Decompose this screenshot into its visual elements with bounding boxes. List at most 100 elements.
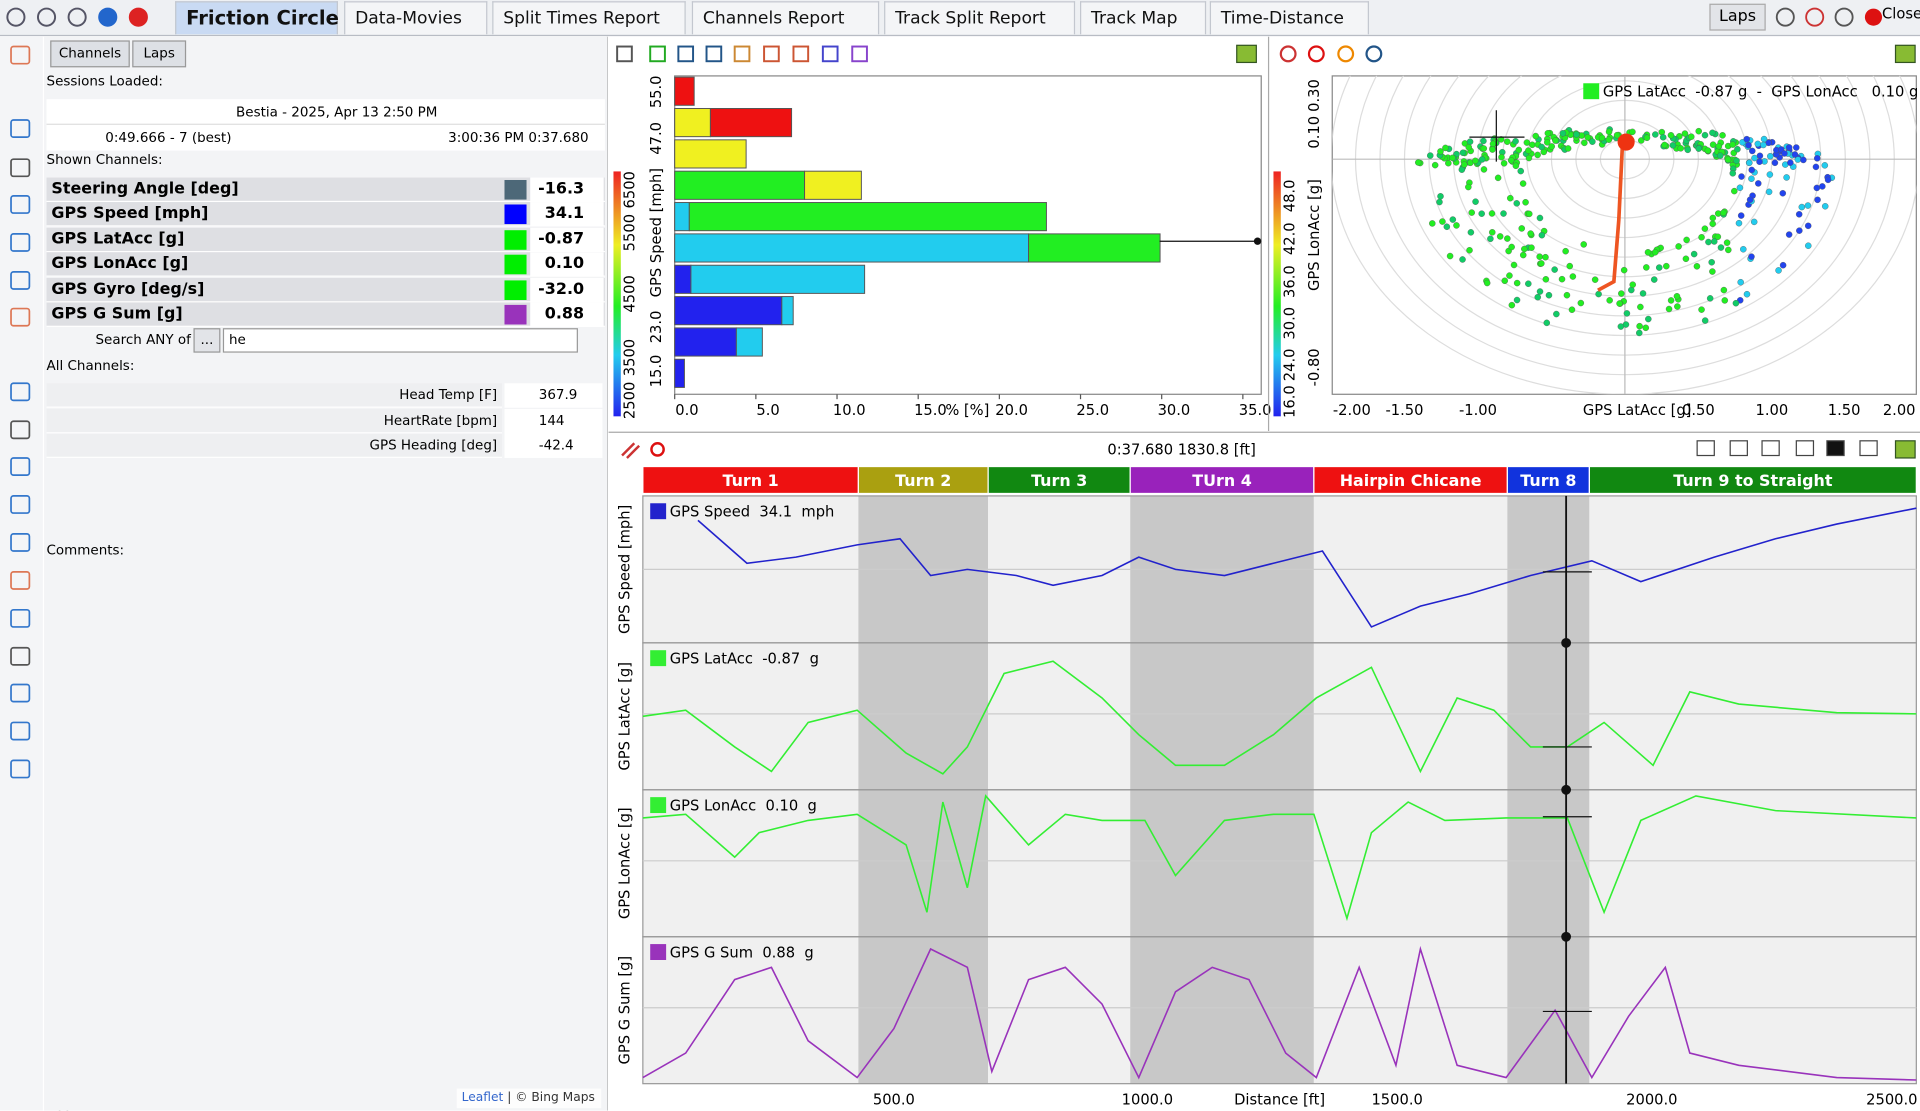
- fc-point: [1775, 267, 1782, 274]
- section-label: Turn 2: [895, 471, 951, 490]
- fc-colorbar: [1273, 171, 1281, 417]
- fc-point: [1459, 256, 1466, 263]
- fc-point: [1459, 149, 1467, 156]
- fc-point: [1538, 260, 1545, 267]
- tab[interactable]: Track Split Report: [884, 1, 1076, 35]
- tab[interactable]: Channels Report: [691, 1, 880, 35]
- x-tick-label: 2.00: [1883, 402, 1916, 419]
- fc-point: [1522, 199, 1529, 206]
- fc-point: [1639, 290, 1647, 297]
- side-icon: [10, 45, 31, 65]
- fc-point: [1715, 143, 1723, 150]
- icon-strip: [0, 36, 43, 1111]
- x-tick-label: 10.0: [833, 402, 866, 419]
- fc-point: [1526, 210, 1533, 218]
- fc-point: [1605, 128, 1613, 136]
- fc-point: [1445, 159, 1452, 167]
- close-button[interactable]: Close: [1882, 4, 1920, 23]
- colorbar-label: 48.0: [1281, 180, 1298, 213]
- fc-point: [1701, 131, 1709, 139]
- tab[interactable]: Split Times Report: [492, 1, 686, 35]
- y-tick-label: 5500: [621, 214, 638, 251]
- fc-tool-icon: [1365, 45, 1383, 63]
- fc-point: [1643, 134, 1651, 142]
- search-input[interactable]: he: [222, 328, 578, 353]
- strip-y-label: GPS G Sum [g]: [616, 956, 633, 1065]
- fc-point: [1729, 170, 1737, 177]
- colorbar-label: 42.0: [1281, 222, 1298, 255]
- fc-point: [1821, 162, 1829, 169]
- fc-point: [1748, 166, 1755, 174]
- fc-point: [1512, 138, 1519, 145]
- fc-point: [1642, 324, 1650, 332]
- panel-button[interactable]: Laps: [132, 40, 187, 68]
- fc-point: [1542, 253, 1549, 261]
- trace-line: [697, 507, 1917, 628]
- fc-point: [1701, 317, 1709, 324]
- fc-point: [1709, 268, 1716, 275]
- fc-point: [1746, 159, 1753, 167]
- strip-legend: GPS LonAcc 0.10 g: [670, 798, 817, 815]
- fc-point: [1824, 176, 1832, 184]
- fc-point: [1814, 196, 1821, 204]
- hist-tool-icon: [792, 45, 810, 63]
- fc-point: [1498, 153, 1505, 161]
- session-row: [46, 99, 605, 125]
- section-band: [857, 465, 989, 495]
- fc-point: [1733, 157, 1740, 165]
- fc-point: [1665, 305, 1673, 313]
- fc-point: [1750, 218, 1758, 226]
- fc-point: [1542, 276, 1550, 283]
- tab[interactable]: Friction Circle: [175, 1, 339, 35]
- side-icon: [10, 382, 31, 402]
- fc-point: [1536, 253, 1543, 260]
- fc-point: [1695, 127, 1702, 135]
- strip-frame: [642, 936, 1917, 1085]
- fc-point: [1443, 223, 1451, 231]
- trace-line: [642, 945, 1917, 1081]
- fc-point: [1787, 159, 1794, 166]
- all-channel-value: 367.9: [504, 383, 603, 408]
- panel-button[interactable]: Channels: [50, 40, 130, 68]
- tab[interactable]: Track Map: [1080, 1, 1207, 35]
- fc-point: [1512, 162, 1520, 170]
- section-label: Turn 3: [1031, 471, 1087, 490]
- fc-point: [1714, 233, 1722, 241]
- toolbar-icon: [1805, 7, 1825, 27]
- fc-point: [1483, 279, 1491, 287]
- side-icon: [10, 307, 31, 327]
- attribution-link[interactable]: Leaflet: [461, 1091, 504, 1105]
- fc-point: [1507, 157, 1515, 164]
- fc-point: [1528, 244, 1535, 251]
- search-more-button[interactable]: ...: [193, 328, 221, 353]
- fc-point: [1667, 297, 1675, 304]
- tab[interactable]: Data-Movies: [344, 1, 488, 35]
- hist-tool-icon: [616, 45, 633, 63]
- fc-point: [1661, 141, 1668, 149]
- fc-point: [1682, 255, 1690, 263]
- fc-point: [1650, 276, 1658, 283]
- hist-tool-icon: [677, 45, 695, 63]
- fc-point: [1543, 139, 1551, 146]
- fc-point: [1717, 152, 1724, 159]
- fc-point: [1645, 315, 1652, 323]
- tab[interactable]: Time-Distance: [1209, 1, 1369, 35]
- fc-point: [1519, 251, 1527, 259]
- fc-point: [1449, 216, 1457, 223]
- section-label: Turn 1: [723, 471, 779, 490]
- fc-point: [1465, 143, 1472, 151]
- fc-point: [1494, 174, 1502, 182]
- fc-point: [1717, 244, 1725, 251]
- fc-point: [1629, 281, 1636, 288]
- y-tick-label: -0.80: [1306, 348, 1323, 386]
- laps-button[interactable]: Laps: [1709, 3, 1766, 31]
- fc-point: [1643, 264, 1650, 271]
- x-tick-label: GPS LatAcc [g]: [1583, 402, 1692, 419]
- channel-value: -0.87: [530, 227, 604, 252]
- y-tick-label: 15.0: [648, 355, 665, 388]
- fc-point: [1553, 310, 1560, 318]
- fc-point: [1538, 231, 1546, 239]
- section-label: Hairpin Chicane: [1340, 471, 1482, 490]
- fc-grid: [1332, 75, 1917, 395]
